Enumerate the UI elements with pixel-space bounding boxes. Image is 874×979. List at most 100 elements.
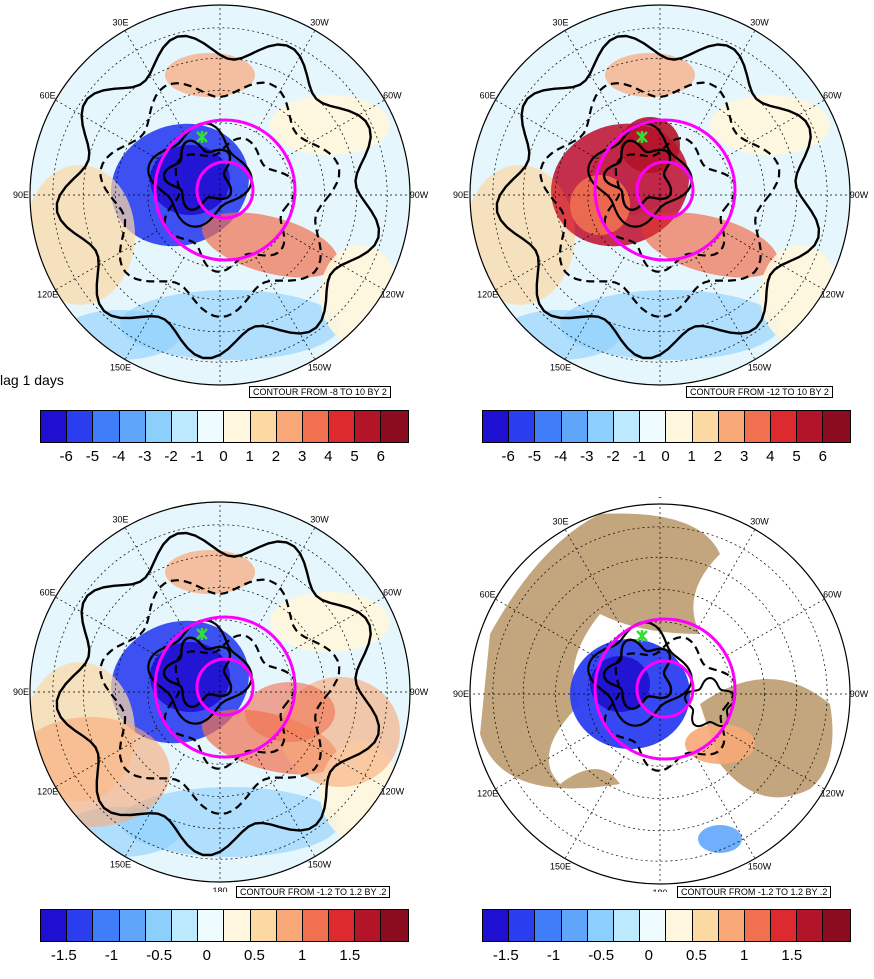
longitude-label: 90E [13,687,29,697]
colorbar-tick-label: -3 [580,448,594,465]
colorbar-tick-label: -1.5 [50,947,77,964]
colorbar-swatch [198,411,225,442]
colorbar-swatch [119,411,146,442]
longitude-label: 180 [652,888,667,892]
longitude-label: 180 [212,389,227,390]
colorbar-swatch [329,910,356,941]
map-border [29,501,411,883]
colorbar-swatch [771,411,798,442]
colorbar-tick-label: -3 [138,448,152,465]
longitude-label: 120W [821,789,845,799]
colorbar-swatch [587,411,614,442]
colorbar-tick-label: -1 [190,448,204,465]
colorbar-swatch [640,910,667,941]
colorbar-swatch [823,910,850,941]
lag-label: lag 1 days [0,372,64,388]
panel-bottom-right: 0 30W 60W 90W 120W 150W 180 150E 120E 90E 60E 30E C… [437,497,874,979]
colorbar-tick-label: -1.5 [492,947,519,964]
colorbar-swatch [613,411,641,442]
colorbar-tick-label: -1 [104,947,119,964]
outer-ring [153,118,297,262]
colorbar-swatch [744,411,772,442]
colorbar-tick-label: 5 [792,448,801,465]
colorbar-tick-label: -2 [606,448,620,465]
colorbar-tick-label: 1.5 [781,947,803,964]
colorbar-swatch [718,411,745,442]
graticule [470,5,850,385]
colorbar-swatch [797,411,824,442]
longitude-label: 180 [212,886,227,892]
colorbar-tick-label: -1 [546,947,561,964]
colorbar-swatch [250,411,277,442]
inner-ring [635,160,695,220]
colorbar-tick-label: -6 [501,448,515,465]
panel-top-left: 0 30W 60W 90W 120W 150W 180 150E 120E 90E 60E 30E l… [0,0,437,482]
outer-ring [153,615,297,759]
colorbar-tick-label: -2 [164,448,178,465]
colorbar-swatch [67,910,94,941]
colorbar-tick-label: -4 [111,448,126,465]
polar-map: 0 30W 60W 90W 120W 150W 180 150E 120E 90E 60E 30E [13,0,429,390]
colorbar-tick-label: -4 [553,448,568,465]
colorbar-swatch [509,910,536,941]
location-marker [196,131,208,143]
longitude-label: 120W [821,290,845,300]
longitude-label: 120E [37,290,58,300]
colorbar-swatch [718,910,745,941]
colorbar-swatch [535,411,562,442]
longitude-label: 60E [40,588,56,598]
contour-info: CONTOUR FROM -12 TO 10 BY 2 [686,386,833,398]
colorbar-swatch [93,411,120,442]
colorbar-swatch [561,411,588,442]
longitude-label: 0 [217,497,222,498]
outer-ring [593,617,737,761]
longitude-label: 120E [477,789,498,799]
colorbar-swatch [771,910,798,941]
colorbar-swatch [67,411,94,442]
polar-map: 0 30W 60W 90W 120W 150W 180 150E 120E 90E 60E 30E [453,497,869,892]
contour-info: CONTOUR FROM -8 TO 10 BY 2 [249,386,391,398]
colorbar-swatch [640,411,667,442]
longitude-label: 90W [410,687,429,697]
colorbar-swatch [224,910,251,941]
colorbar-tick-label: 6 [818,448,827,465]
colorbar-tick-label: 3 [297,448,307,465]
colorbar-swatch [355,910,382,941]
colorbar [40,909,409,942]
longitude-label: 0 [657,0,662,1]
longitude-label: 30W [310,18,329,28]
colorbar-swatch [823,411,850,442]
outer-ring [593,118,737,262]
colorbar-tick-label: 4 [766,448,775,465]
colorbar-tick-label: 1 [297,947,307,964]
colorbar-tick-label: -5 [527,448,542,465]
longitude-label: 120W [381,787,405,797]
longitude-label: 30W [310,515,329,525]
location-marker [196,628,208,640]
colorbar-swatch [250,910,277,941]
colorbar-swatch [198,910,225,941]
longitude-label: 30W [750,18,769,28]
longitude-label: 120W [381,290,405,300]
colorbar-swatch [93,910,120,941]
colorbar-tick-label: 0 [219,448,228,465]
map-border [469,4,851,386]
map-border [29,4,411,386]
colorbar [40,410,409,443]
colorbar-swatch [276,411,303,442]
colorbar-swatch [119,910,146,941]
colorbar [482,410,851,443]
longitude-label: 150W [748,362,772,372]
longitude-label: 90E [13,190,29,200]
colorbar-tick-label: -1 [632,448,646,465]
longitude-label: 150E [550,861,571,871]
colorbar-tick-label: 0 [644,947,653,964]
colorbar-tick-label: 4 [324,448,333,465]
colorbar-swatch [41,411,68,442]
contour-info: CONTOUR FROM -1.2 TO 1.2 BY .2 [677,886,832,898]
map-border [469,503,851,885]
colorbar-swatch [744,910,772,941]
colorbar-swatch [224,411,251,442]
location-marker [636,630,648,642]
colorbar-swatch [145,910,172,941]
